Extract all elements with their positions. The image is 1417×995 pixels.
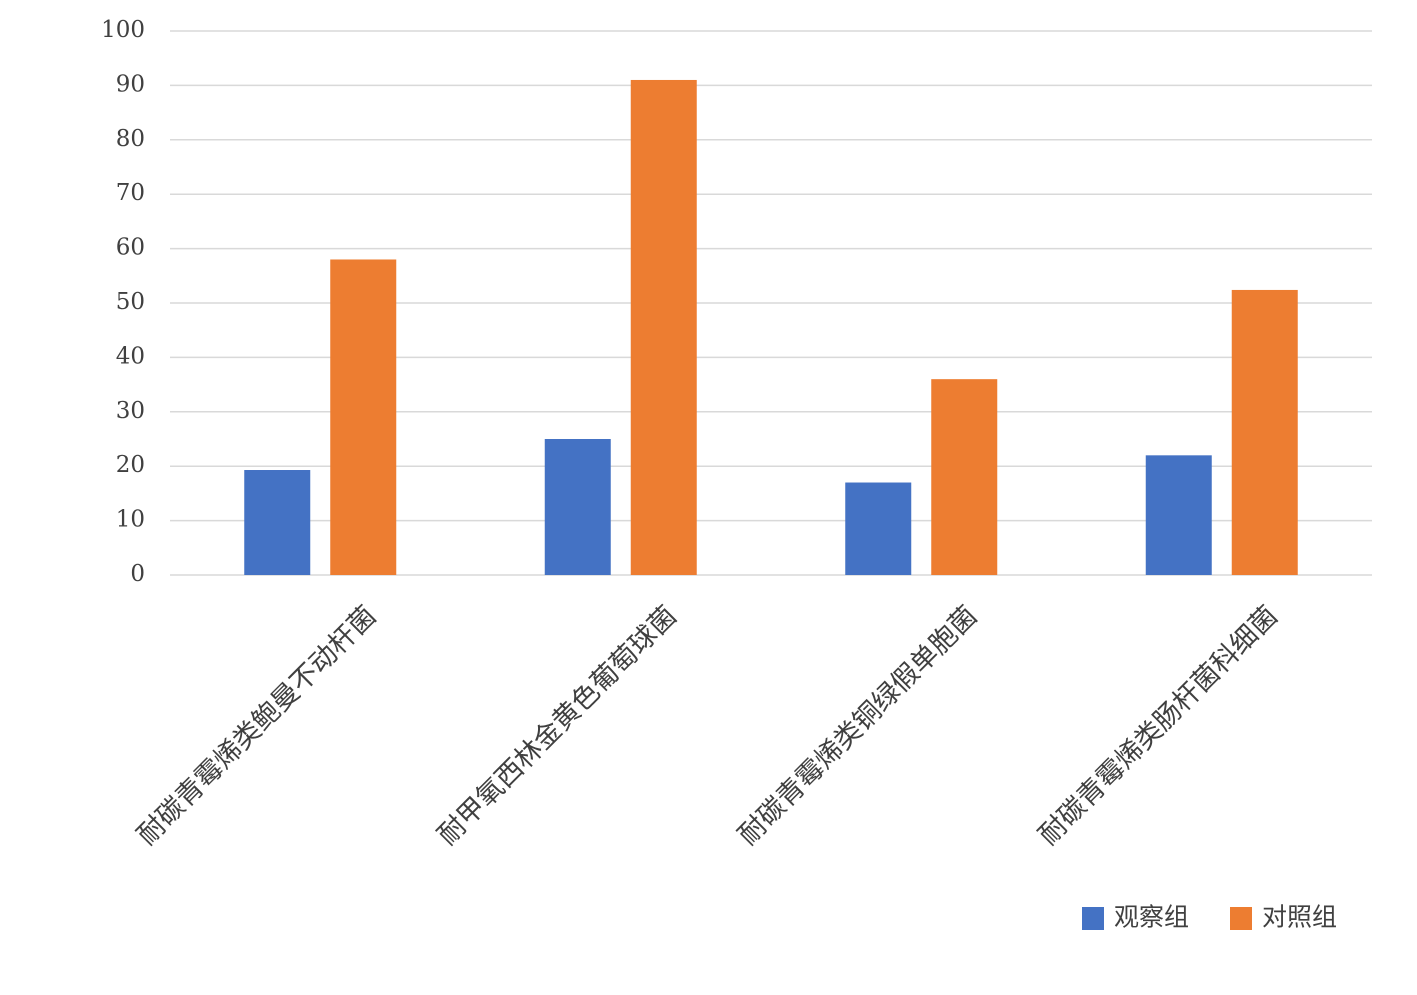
x-tick-label: 耐碳青霉烯类鲍曼不动杆菌 (131, 600, 382, 851)
y-tick-label: 0 (130, 561, 145, 587)
y-tick-label: 90 (116, 71, 145, 97)
bar (1145, 455, 1212, 575)
legend-swatch (1230, 907, 1252, 930)
y-tick-label: 70 (116, 180, 145, 206)
bar (845, 482, 912, 575)
legend-label: 观察组 (1114, 903, 1189, 932)
x-tick-label: 耐碳青霉烯类铜绿假单胞菌 (732, 600, 983, 851)
x-tick-label: 耐甲氧西林金黄色葡萄球菌 (432, 600, 683, 851)
bar (244, 470, 311, 575)
y-tick-label: 80 (116, 126, 145, 152)
x-tick-label: 耐碳青霉烯类肠杆菌科细菌 (1033, 600, 1284, 851)
y-tick-label: 60 (116, 235, 145, 261)
y-tick-label: 40 (116, 343, 145, 369)
bar (544, 439, 611, 575)
y-tick-label: 100 (101, 17, 145, 43)
legend-label: 对照组 (1262, 903, 1337, 932)
y-tick-label: 30 (116, 398, 145, 424)
bar (630, 79, 697, 576)
bar (931, 379, 998, 575)
legend-swatch (1082, 907, 1104, 930)
y-tick-label: 20 (116, 452, 145, 478)
bar (330, 259, 397, 575)
y-tick-label: 10 (116, 507, 145, 533)
bar (1231, 289, 1298, 575)
y-tick-label: 50 (116, 289, 145, 315)
